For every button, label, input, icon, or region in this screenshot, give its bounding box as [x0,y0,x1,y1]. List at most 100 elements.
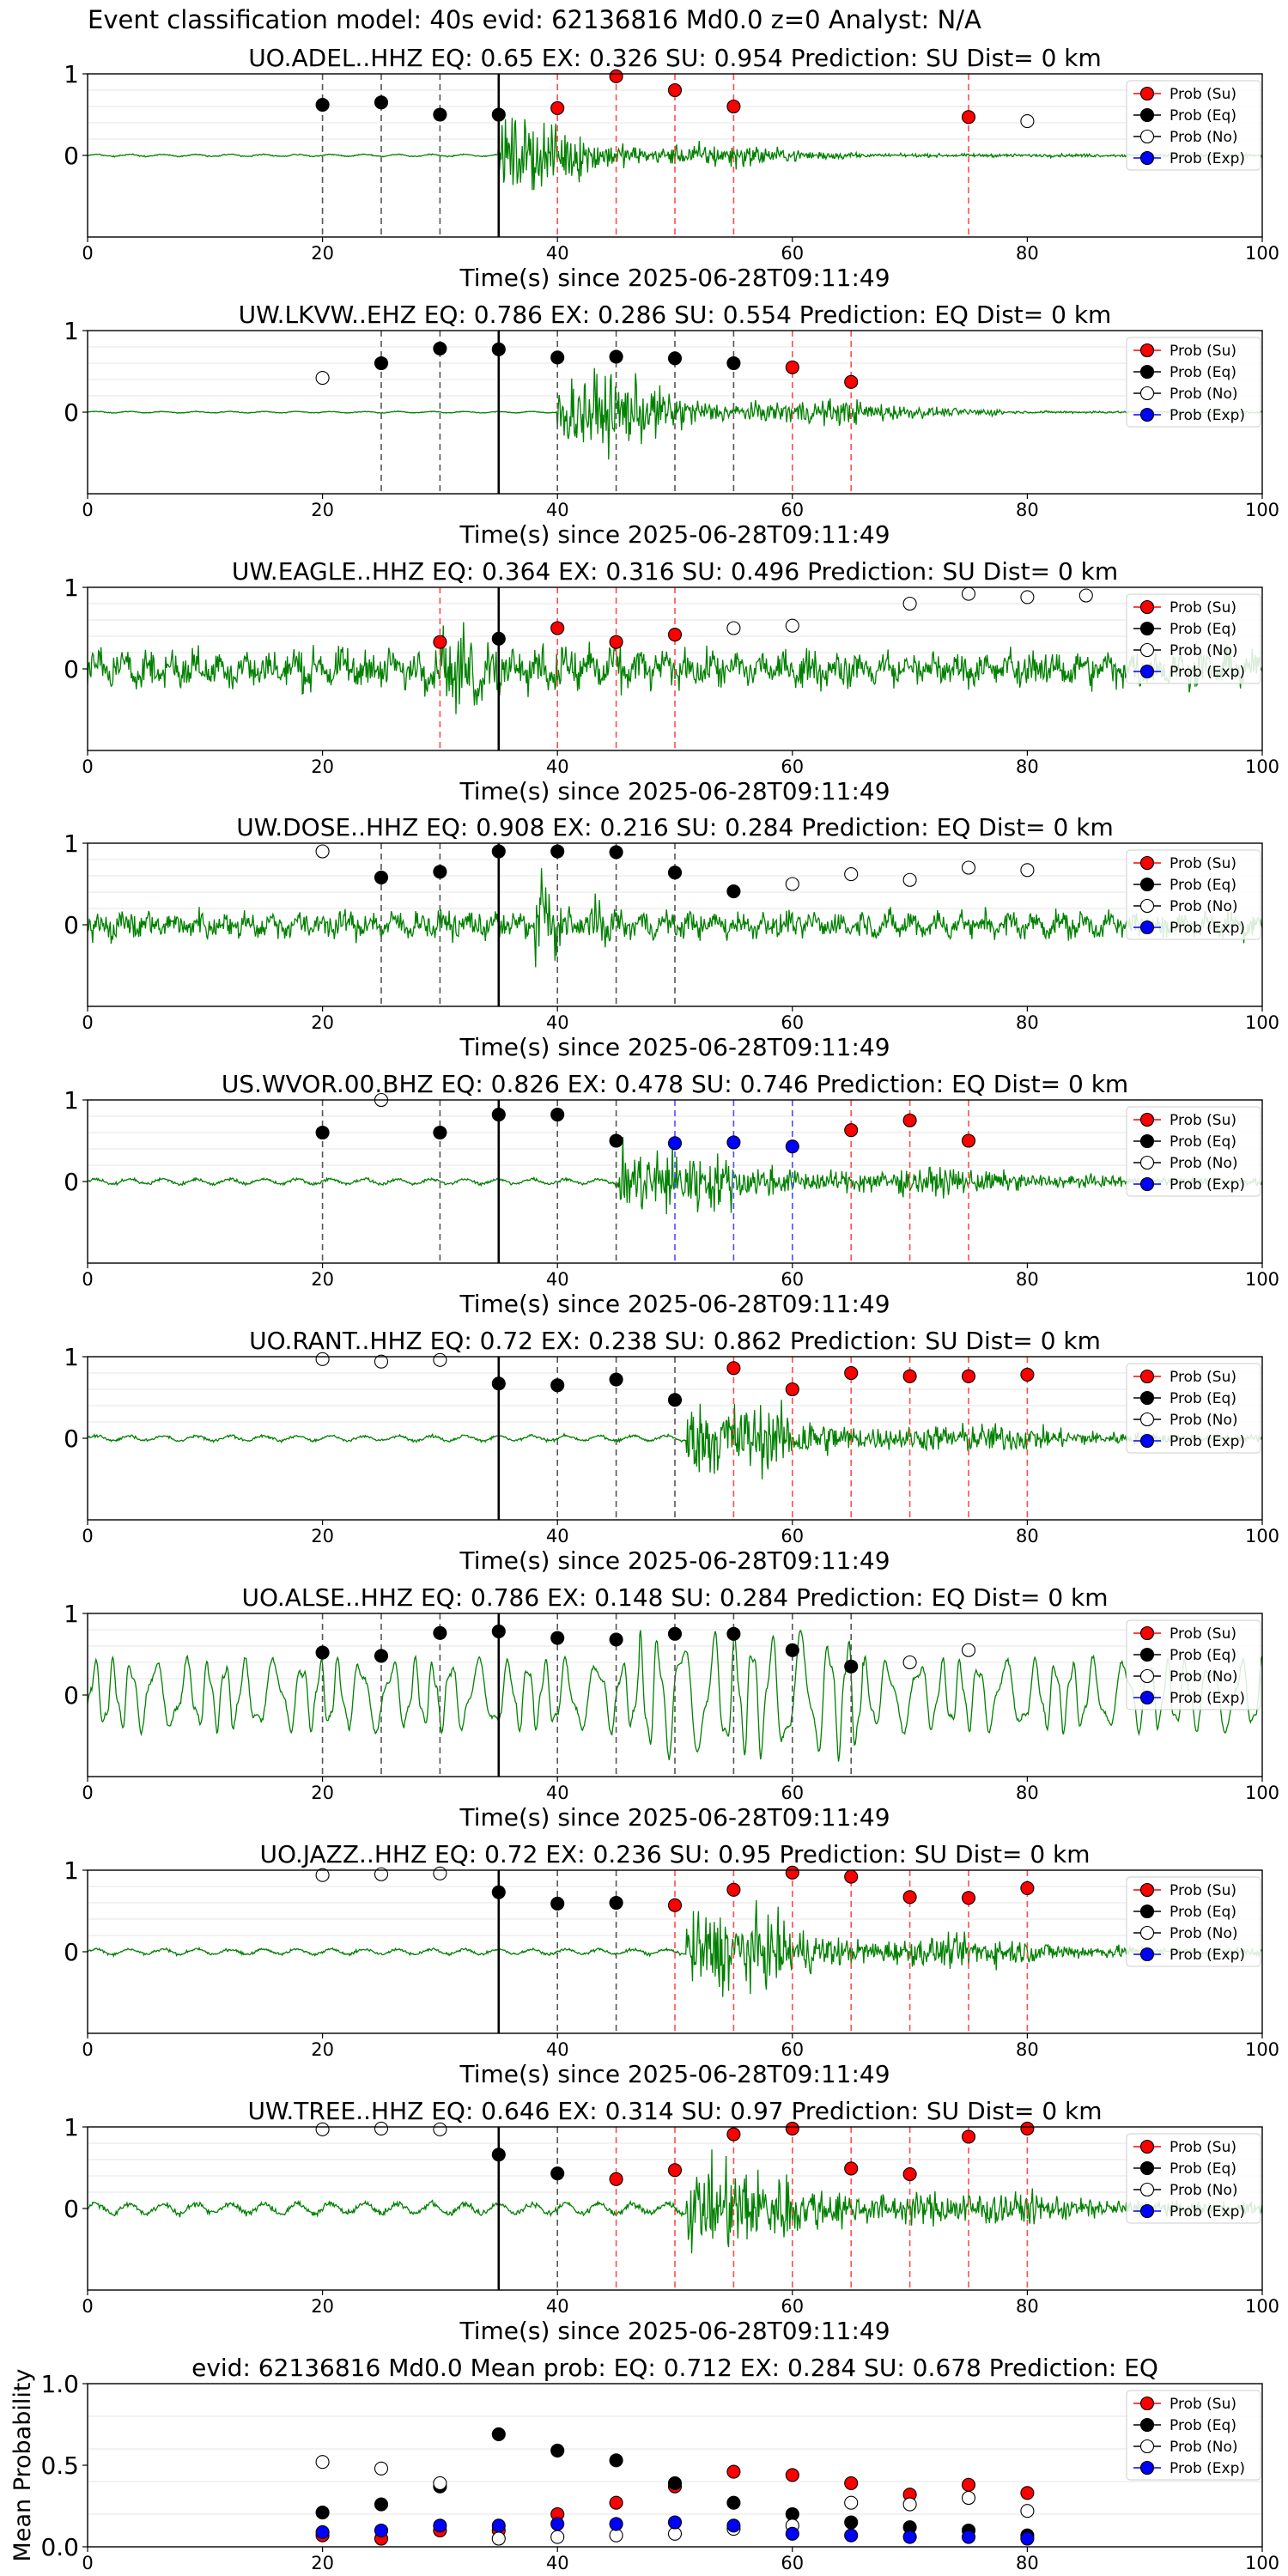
prob-point-exp [550,2517,565,2531]
prob-point-no [844,867,859,882]
x-tick-label: 20 [311,756,334,777]
subplot-title: evid: 62136816 Md0.0 Mean prob: EQ: 0.71… [191,2354,1158,2382]
prob-point-no [667,2526,683,2541]
prob-point-eq [844,1659,859,1674]
legend-label: Prob (Su) [1170,1625,1236,1643]
prob-point-no [1020,863,1035,878]
legend-label: Prob (Exp) [1170,1176,1245,1194]
prob-point-eq [491,631,506,646]
legend-label: Prob (Eq) [1170,2160,1236,2178]
waveform-trace [88,2149,1262,2254]
prob-point-su [1020,1880,1035,1895]
legend-label: Prob (Eq) [1170,621,1236,638]
legend: Prob (Su) Prob (Eq) Prob (No) Prob (Exp) [1126,849,1261,940]
legend-marker-su [1139,599,1155,615]
x-tick-label: 0 [82,2553,93,2573]
x-axis-label: Time(s) since 2025-06-28T09:11:49 [459,777,890,805]
legend-box [1126,1619,1261,1710]
waveform-trace [88,868,1262,968]
y-tick-label: 0 [64,1425,79,1453]
prob-point-no [961,1643,976,1657]
x-axis-label: Time(s) since 2025-06-28T09:11:49 [459,520,890,549]
prob-point-su [961,2129,976,2144]
legend-marker-no [1139,1925,1155,1941]
prob-point-su [667,1898,683,1912]
prob-point-exp [491,2518,506,2533]
x-tick-label: 60 [781,2553,804,2573]
legend-label: Prob (Eq) [1170,107,1236,125]
legend-marker-no [1139,1155,1155,1170]
y-tick-label: 0 [64,911,79,939]
x-tick-label: 60 [781,1269,804,1290]
x-tick-label: 100 [1245,1012,1279,1033]
x-tick-label: 40 [546,500,569,520]
prob-point-eq [667,351,683,366]
prob-point-no [433,1352,447,1367]
x-tick-label: 80 [1016,1783,1039,1803]
x-axis-label: Time(s) since 2025-06-28T09:11:49 [459,2317,890,2345]
prob-point-exp [726,2518,741,2533]
prob-point-eq [374,2497,389,2512]
legend-marker-su [1139,1112,1155,1127]
x-tick-label: 60 [781,756,804,777]
prob-point-eq [550,2166,565,2181]
prob-point-no [961,860,976,875]
prob-point-su [844,1123,859,1138]
legend-box [1126,593,1261,684]
legend-marker-eq [1139,1133,1155,1149]
x-tick-label: 80 [1016,756,1039,777]
x-tick-label: 40 [546,2039,569,2060]
prob-point-exp [609,2517,623,2531]
legend-label: Prob (No) [1170,386,1238,403]
x-axis-label: Time(s) since 2025-06-28T09:11:49 [459,264,890,292]
prob-point-no [315,2455,330,2470]
x-tick-label: 80 [1016,2553,1039,2573]
legend-marker-exp [1139,2203,1155,2219]
subplot-1: UO.ADEL..HHZ EQ: 0.65 EX: 0.326 SU: 0.95… [64,44,1279,292]
prob-point-eq [609,2453,623,2468]
legend-box [1126,2390,1261,2481]
prob-point-no [902,2497,917,2512]
waveform-trace [88,1400,1262,1479]
x-tick-label: 20 [311,243,334,264]
x-tick-label: 80 [1016,2039,1039,2060]
legend-label: Prob (Eq) [1170,1390,1236,1407]
prob-point-eq [433,865,447,879]
x-tick-label: 20 [311,1783,334,1803]
prob-point-eq [315,1125,330,1140]
prob-point-eq [726,355,741,371]
prob-point-su [902,1113,917,1127]
prob-point-su [726,1361,741,1376]
prob-point-eq [550,1108,565,1122]
prob-point-eq [550,844,565,859]
legend-marker-exp [1139,2460,1155,2476]
y-tick-label: 0 [64,398,79,427]
prob-point-exp [433,2518,447,2533]
prob-point-eq [491,1624,506,1638]
legend-marker-su [1139,1369,1155,1384]
prob-point-no [785,618,799,633]
legend-label: Prob (Exp) [1170,920,1245,937]
x-tick-label: 20 [311,1012,334,1033]
x-tick-label: 80 [1016,243,1039,264]
y-tick-label: 0 [64,142,79,170]
prob-point-eq [667,1626,683,1641]
y-tick-label: 1.0 [40,2370,79,2398]
prob-point-no [844,2495,859,2510]
prob-point-no [1078,588,1093,603]
prob-point-no [315,2122,330,2136]
y-axis-label: Mean Probability [9,2369,36,2562]
prob-point-su [844,2161,859,2176]
legend-label: Prob (No) [1170,1155,1238,1172]
prob-point-no [785,877,799,891]
subplot-title: UO.JAZZ..HHZ EQ: 0.72 EX: 0.236 SU: 0.95… [259,1840,1090,1868]
y-tick-label: 1 [64,1343,79,1371]
x-axis-label: Time(s) since 2025-06-28T09:11:49 [459,1803,890,1832]
legend-label: Prob (Eq) [1170,364,1236,381]
subplot-4: UW.DOSE..HHZ EQ: 0.908 EX: 0.216 SU: 0.2… [64,813,1279,1061]
prob-point-eq [374,870,389,884]
prob-point-exp [785,2526,799,2541]
prob-point-eq [374,95,389,110]
x-tick-label: 0 [82,1526,93,1546]
